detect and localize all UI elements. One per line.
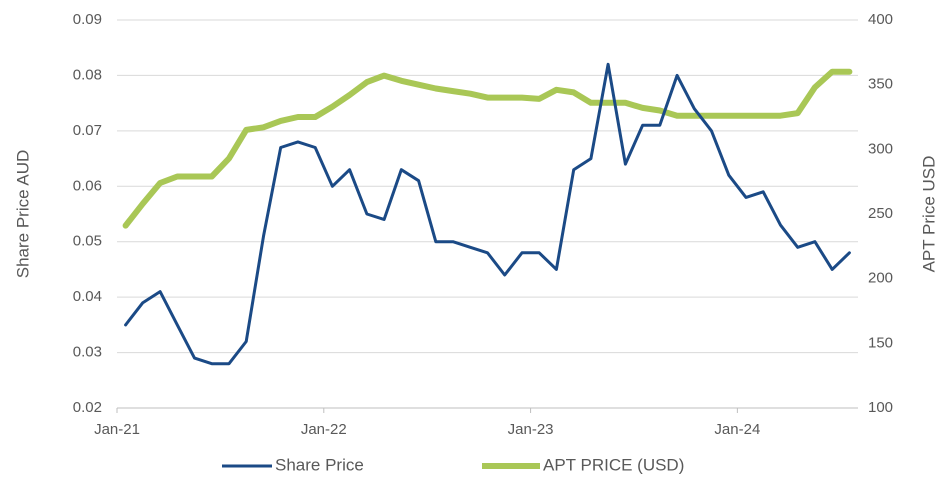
y2-tick-label: 200 bbox=[868, 270, 893, 287]
y-tick-label: 0.08 bbox=[73, 66, 102, 83]
legend-label: APT PRICE (USD) bbox=[543, 455, 684, 474]
x-tick-label: Jan-21 bbox=[94, 421, 140, 438]
y-tick-label: 0.02 bbox=[73, 399, 102, 416]
y2-axis-title: APT Price USD bbox=[919, 156, 938, 273]
y2-tick-label: 400 bbox=[868, 11, 893, 28]
y-axis-title: Share Price AUD bbox=[13, 150, 32, 279]
y-tick-label: 0.05 bbox=[73, 233, 102, 250]
y-tick-label: 0.03 bbox=[73, 344, 102, 361]
line-series bbox=[122, 68, 853, 229]
y2-tick-label: 250 bbox=[868, 205, 893, 222]
y-tick-label: 0.06 bbox=[73, 177, 102, 194]
y2-tick-label: 100 bbox=[868, 399, 893, 416]
y-tick-label: 0.04 bbox=[73, 288, 102, 305]
line-series bbox=[124, 62, 851, 366]
y2-tick-label: 350 bbox=[868, 76, 893, 93]
x-tick-label: Jan-23 bbox=[508, 421, 554, 438]
x-tick-label: Jan-22 bbox=[301, 421, 347, 438]
y2-tick-label: 300 bbox=[868, 140, 893, 157]
x-tick-label: Jan-24 bbox=[714, 421, 760, 438]
legend-label: Share Price bbox=[275, 455, 364, 474]
y-tick-label: 0.09 bbox=[73, 11, 102, 28]
y2-tick-label: 150 bbox=[868, 334, 893, 351]
y-tick-label: 0.07 bbox=[73, 122, 102, 139]
